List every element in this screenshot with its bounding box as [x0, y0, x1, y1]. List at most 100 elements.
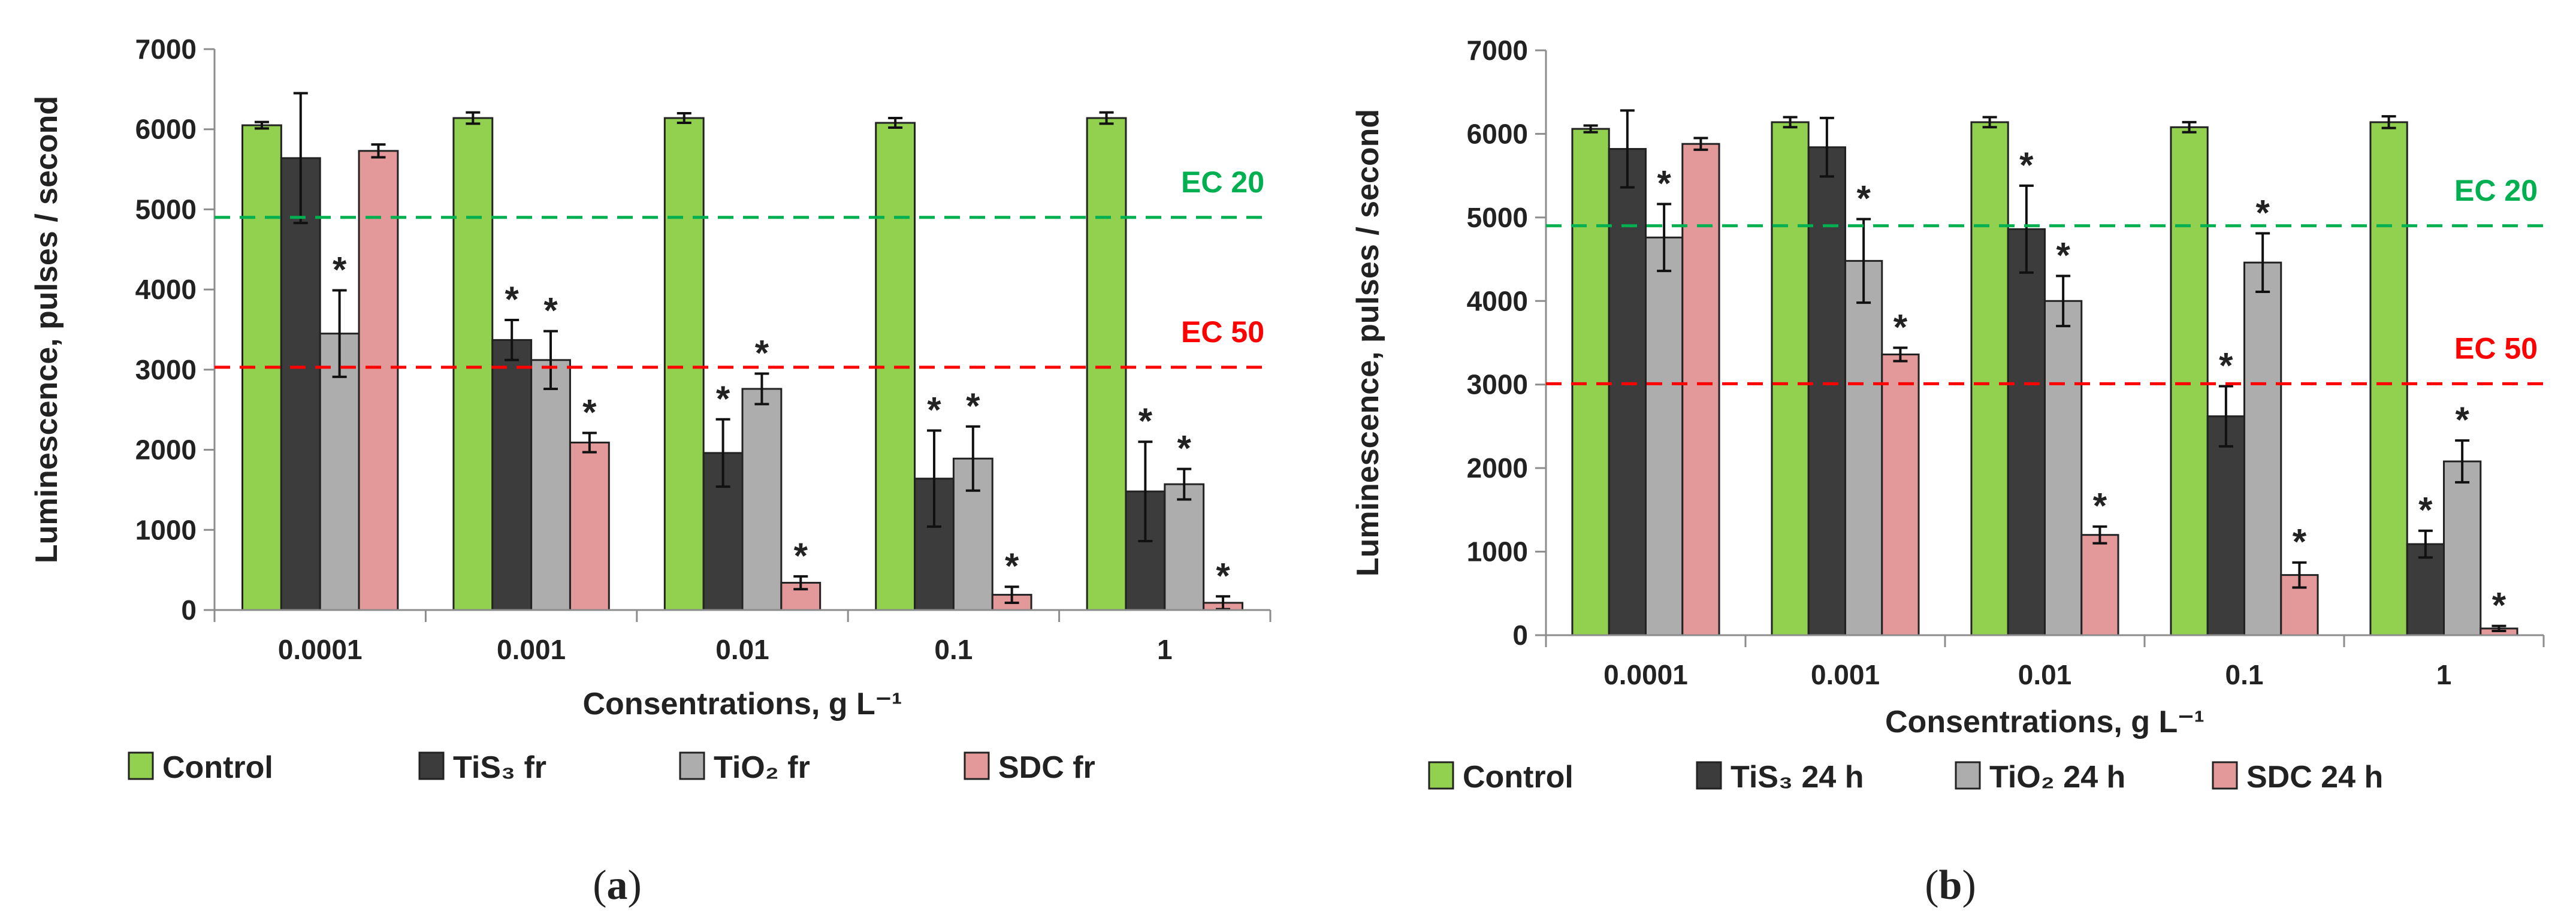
bar-tio2-1 — [1844, 259, 1883, 636]
error-bar — [677, 111, 691, 125]
significance-marker: * — [1005, 546, 1019, 586]
significance-marker: * — [1894, 307, 1908, 347]
y-tick-label: 4000 — [135, 274, 197, 305]
legend-swatch-tio2 — [1955, 761, 1981, 790]
legend-swatch-tis3 — [418, 751, 445, 780]
error-bar — [254, 120, 269, 130]
y-tick-label: 3000 — [135, 354, 197, 385]
error-bar — [1783, 116, 1798, 129]
bar-control-2 — [663, 117, 705, 611]
bar-control-1 — [1771, 121, 1810, 636]
bar-control-4 — [2369, 121, 2408, 636]
error-bar — [1657, 203, 1672, 273]
bar-tis3-3 — [2206, 415, 2246, 636]
bar-sdc-0 — [1681, 143, 1720, 636]
error-bar — [715, 418, 730, 488]
significance-marker: * — [716, 379, 730, 419]
bar-tis3-0 — [1608, 148, 1647, 636]
bar-sdc-1 — [1881, 354, 1920, 636]
x-axis-title: Consentrations, g L⁻¹ — [1885, 705, 2204, 739]
panel-label: (b) — [1925, 862, 1976, 908]
error-bar — [1004, 585, 1019, 604]
legend-swatch-sdc — [964, 751, 990, 780]
error-bar — [371, 143, 386, 159]
panel-label-letter: a — [607, 862, 628, 908]
y-tick-label: 1000 — [135, 514, 197, 545]
bar-sdc-0 — [358, 150, 399, 611]
significance-marker: * — [2418, 490, 2433, 530]
error-bar — [2092, 525, 2107, 545]
x-tick-label: 0.001 — [497, 634, 566, 665]
y-axis-title: Luminescence, pulses / second — [1351, 109, 1385, 576]
error-bar — [1982, 116, 1997, 129]
x-tick-label: 0.1 — [2225, 659, 2264, 690]
y-tick-label: 6000 — [135, 114, 197, 145]
significance-marker: * — [2019, 145, 2034, 185]
y-tick-label: 0 — [181, 594, 197, 626]
error-bar — [2492, 624, 2506, 633]
bar-tio2-4 — [2443, 460, 2482, 636]
significance-marker: * — [2492, 585, 2506, 626]
reference-label-ec50: EC 50 — [1181, 315, 1264, 349]
error-bar — [2255, 232, 2270, 293]
y-tick-label: 5000 — [1467, 202, 1528, 233]
y-tick-label: 4000 — [1467, 285, 1528, 316]
error-bar — [1856, 218, 1871, 304]
legend-swatch-control — [128, 751, 154, 780]
significance-marker: * — [582, 392, 597, 432]
x-tick-label: 0.1 — [934, 634, 973, 665]
significance-marker: * — [543, 291, 558, 331]
x-tick-label: 0.01 — [2018, 659, 2072, 690]
legend: Control TiS₃ fr TiO₂ fr SDC fr — [128, 750, 1095, 785]
legend: Control TiS₃ 24 h TiO₂ 24 h SDC 24 h — [1428, 760, 2383, 795]
bar-tis3-1 — [1807, 146, 1847, 636]
bar-sdc-1 — [569, 442, 610, 611]
bar-control-3 — [2170, 126, 2209, 636]
bar-control-2 — [1970, 121, 2009, 636]
panel-label-open: ( — [1925, 862, 1938, 908]
error-bar — [754, 372, 769, 406]
bar-tio2-0 — [1645, 236, 1684, 636]
bar-tio2-2 — [741, 388, 783, 611]
chart-panel-b: 0 1000 2000 3000 4000 5000 6000 7000 Luminescenc… — [1351, 35, 2545, 908]
error-bar — [1819, 116, 1834, 178]
bar-tis3-1 — [491, 339, 533, 611]
bar-tis3-2 — [2007, 228, 2046, 636]
error-bar — [2218, 385, 2233, 448]
x-axis-title: Consentrations, g L⁻¹ — [583, 687, 902, 721]
x-tick-label: 0.01 — [715, 634, 769, 665]
bar-control-1 — [452, 117, 494, 611]
y-tick-label: 5000 — [135, 194, 197, 225]
bar-tio2-2 — [2044, 300, 2083, 636]
significance-marker: * — [794, 536, 808, 576]
significance-marker: * — [2293, 522, 2307, 562]
legend-swatch-tio2 — [679, 751, 705, 780]
significance-marker: * — [2093, 486, 2107, 526]
significance-marker: * — [1657, 164, 1671, 204]
significance-marker: * — [1138, 401, 1153, 441]
significance-marker: * — [1216, 555, 1230, 596]
error-bar — [332, 289, 347, 378]
significance-marker: * — [333, 249, 347, 289]
legend-label: TiS₃ 24 h — [1731, 760, 1864, 795]
y-tick-label: 2000 — [135, 434, 197, 466]
reference-label-ec20: EC 20 — [2454, 174, 2538, 207]
bar-control-0 — [1571, 128, 1610, 636]
error-bar — [2292, 561, 2307, 589]
x-tick-label: 0.0001 — [1603, 659, 1688, 690]
legend-swatch-tis3 — [1696, 761, 1722, 790]
x-tick-label: 0.0001 — [278, 634, 363, 665]
error-bar — [1177, 467, 1192, 501]
significance-marker: * — [927, 389, 941, 430]
error-bar — [2019, 184, 2034, 274]
error-bar — [582, 431, 597, 454]
error-bar — [293, 92, 308, 225]
panel-label: (a) — [593, 862, 642, 908]
legend-label: SDC fr — [998, 750, 1095, 785]
x-tick-label: 0.001 — [1811, 659, 1880, 690]
panel-label-close: ) — [628, 862, 642, 908]
y-tick-label: 2000 — [1467, 452, 1528, 484]
error-bar — [926, 429, 941, 528]
error-bar — [2455, 439, 2470, 484]
